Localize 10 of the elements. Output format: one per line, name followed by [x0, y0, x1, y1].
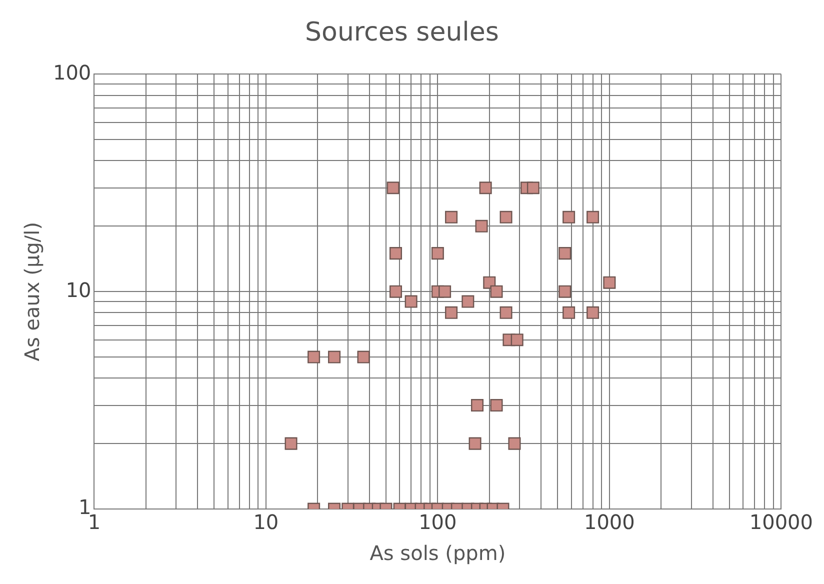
- y-axis-title: As eaux (µg/l): [20, 222, 44, 362]
- y-tick-label: 100: [52, 60, 92, 84]
- y-tick-label: 1: [78, 495, 92, 520]
- x-tick-label: 10000: [749, 510, 813, 534]
- x-tick-label: 1000: [584, 510, 635, 534]
- x-tick-label: 10: [253, 510, 279, 534]
- x-axis-title: As sols (ppm): [370, 541, 506, 566]
- y-tick-label: 10: [66, 278, 92, 302]
- x-tick-label: 100: [418, 510, 457, 534]
- chart-title: Sources seules: [305, 17, 499, 48]
